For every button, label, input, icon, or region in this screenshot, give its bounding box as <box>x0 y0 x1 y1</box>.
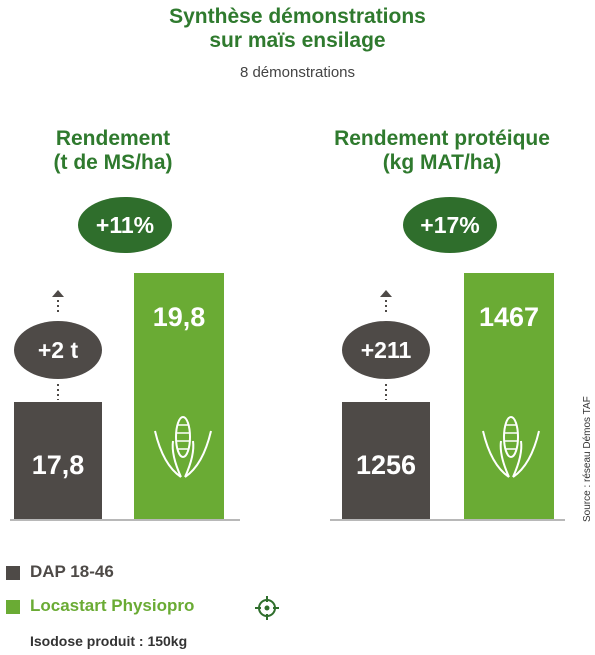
bar-locastart-panel2 <box>464 273 554 520</box>
panel2-title-line1: Rendement protéique <box>334 127 550 150</box>
bar-dap-panel2 <box>342 402 430 520</box>
panel2-gain-badge: +17% <box>403 197 497 253</box>
legend-swatch-dap <box>6 566 20 580</box>
bar-value-label: 17,8 <box>31 450 85 480</box>
corn-icon <box>154 416 212 478</box>
panel2-title-line2: (kg MAT/ha) <box>382 151 502 174</box>
legend-swatch-locastart <box>6 600 20 614</box>
panel1-difference-badge: +2 t <box>14 321 102 379</box>
bar-value-label: 1467 <box>478 302 540 332</box>
legend-label-dap: DAP 18-46 <box>30 562 114 581</box>
bar-locastart-panel1 <box>134 273 224 520</box>
panel2-difference-badge: +211 <box>342 321 430 379</box>
target-icon <box>255 596 279 620</box>
bar-dap-panel1 <box>14 402 102 520</box>
corn-icon <box>482 416 540 478</box>
panel1-title-line2: (t de MS/ha) <box>53 151 173 174</box>
source-label: Source : réseau Démos TAF <box>582 396 593 522</box>
panel2-arrow-icon <box>380 290 392 400</box>
chart-title-line2: sur maïs ensilage <box>209 29 386 52</box>
panel1-title-line1: Rendement <box>55 127 171 150</box>
chart-title-line1: Synthèse démonstrations <box>169 5 426 28</box>
dose-note: Isodose produit : 150kg <box>30 633 188 649</box>
bar-value-label: 1256 <box>355 450 417 480</box>
chart-subtitle: 8 démonstrations <box>239 64 356 81</box>
panel1-arrow-icon <box>52 290 64 400</box>
panel1-gain-badge: +11% <box>78 197 172 253</box>
bar-value-label: 19,8 <box>152 302 206 332</box>
legend-label-locastart: Locastart Physiopro <box>30 596 195 615</box>
